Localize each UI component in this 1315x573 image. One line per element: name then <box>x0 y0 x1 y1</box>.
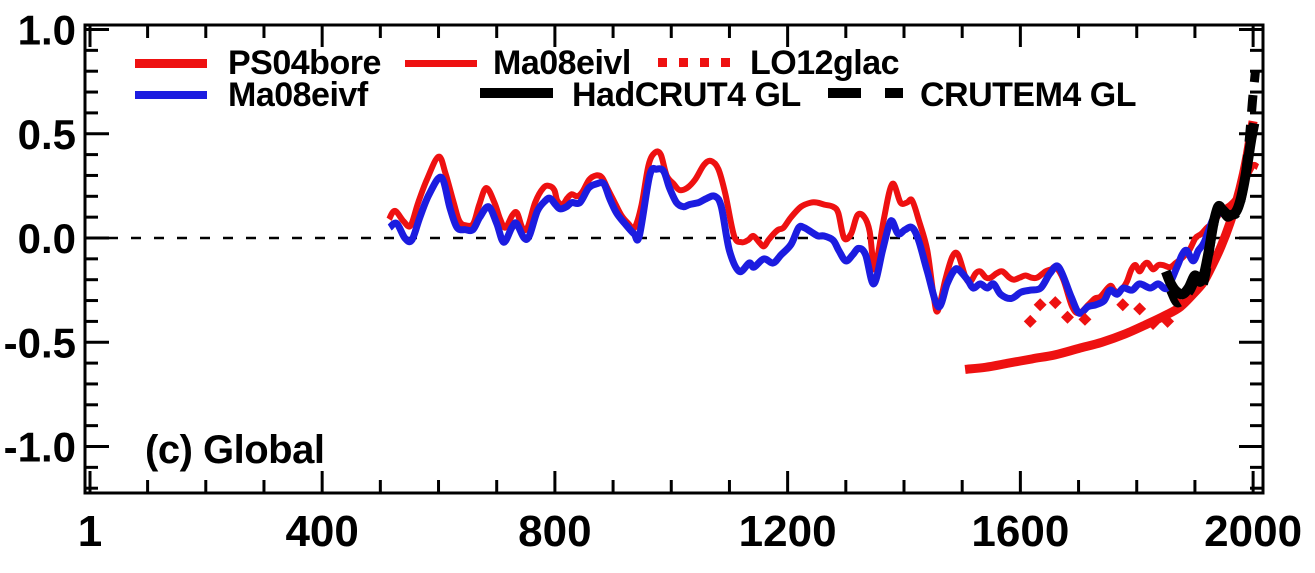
legend-label-hadcrut4: HadCRUT4 GL <box>572 76 801 114</box>
x-tick-label: 400 <box>285 507 358 556</box>
legend-label-ma08eivf: Ma08eivf <box>228 76 368 114</box>
x-tick-label: 1 <box>78 507 102 556</box>
legend-label-crutem4: CRUTEM4 GL <box>920 76 1137 114</box>
x-tick-label: 1200 <box>739 507 837 556</box>
legend-label-ps04bore: PS04bore <box>228 44 381 82</box>
legend-swatch-ma08eivl-line <box>405 60 477 67</box>
legend-label-ma08eivl: Ma08eivl <box>493 44 631 82</box>
panel-label: (c) Global <box>145 428 325 472</box>
legend-swatch-ps04bore-line <box>135 59 207 68</box>
legend-swatch-lo12glac-dotted-line <box>658 58 736 67</box>
series-lo12glac-dot <box>1023 314 1037 328</box>
series-lo12glac-dot <box>1146 317 1160 330</box>
series-lo12glac-dot <box>1133 302 1147 316</box>
y-tick-label: 0.5 <box>18 111 76 158</box>
series-ma08eivf <box>387 164 1228 317</box>
y-tick-label: -1.0 <box>4 424 76 471</box>
legend-swatch-crutem4-dashed-line <box>828 88 904 98</box>
series-lo12glac-dot <box>1048 296 1062 310</box>
series-hadcrut4-gl <box>1161 122 1260 300</box>
y-tick-label: 0.0 <box>18 215 76 262</box>
series-lo12glac-dot <box>1033 298 1047 312</box>
x-tick-label: 2000 <box>1204 507 1302 556</box>
series-ma08eivl <box>386 148 1260 317</box>
legend-label-lo12glac: LO12glac <box>750 44 900 82</box>
legend-swatch-hadcrut4-line <box>480 88 553 98</box>
series-lo12glac-dot <box>1116 298 1130 312</box>
series-group <box>386 70 1260 374</box>
y-tick-label: 1.0 <box>18 7 76 54</box>
x-tick-label: 1600 <box>971 507 1069 556</box>
y-tick-label: -0.5 <box>4 319 76 366</box>
legend-swatch-ma08eivf-line <box>135 91 207 99</box>
series-lo12glac-dot <box>1061 310 1074 324</box>
series-lo12glac-dot <box>1161 314 1175 328</box>
x-tick-label: 800 <box>518 507 591 556</box>
series-lo12glac-dot <box>1078 312 1092 326</box>
